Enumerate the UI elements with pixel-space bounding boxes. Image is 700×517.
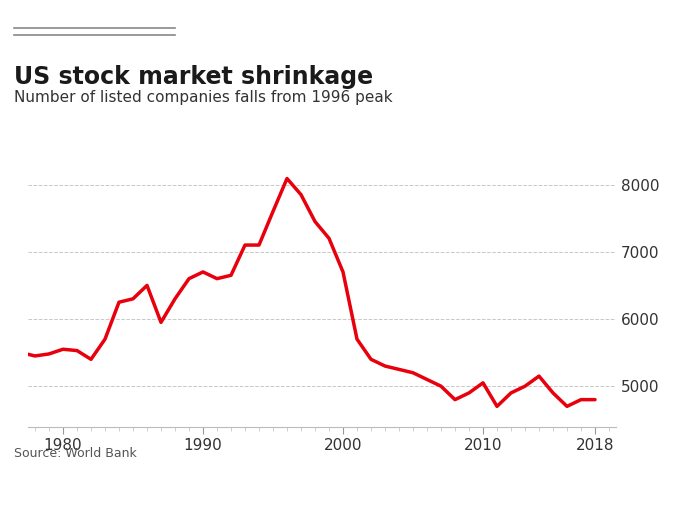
Text: US stock market shrinkage: US stock market shrinkage [14,65,373,88]
Text: Number of listed companies falls from 1996 peak: Number of listed companies falls from 19… [14,90,393,105]
Text: Source: World Bank: Source: World Bank [14,447,136,460]
